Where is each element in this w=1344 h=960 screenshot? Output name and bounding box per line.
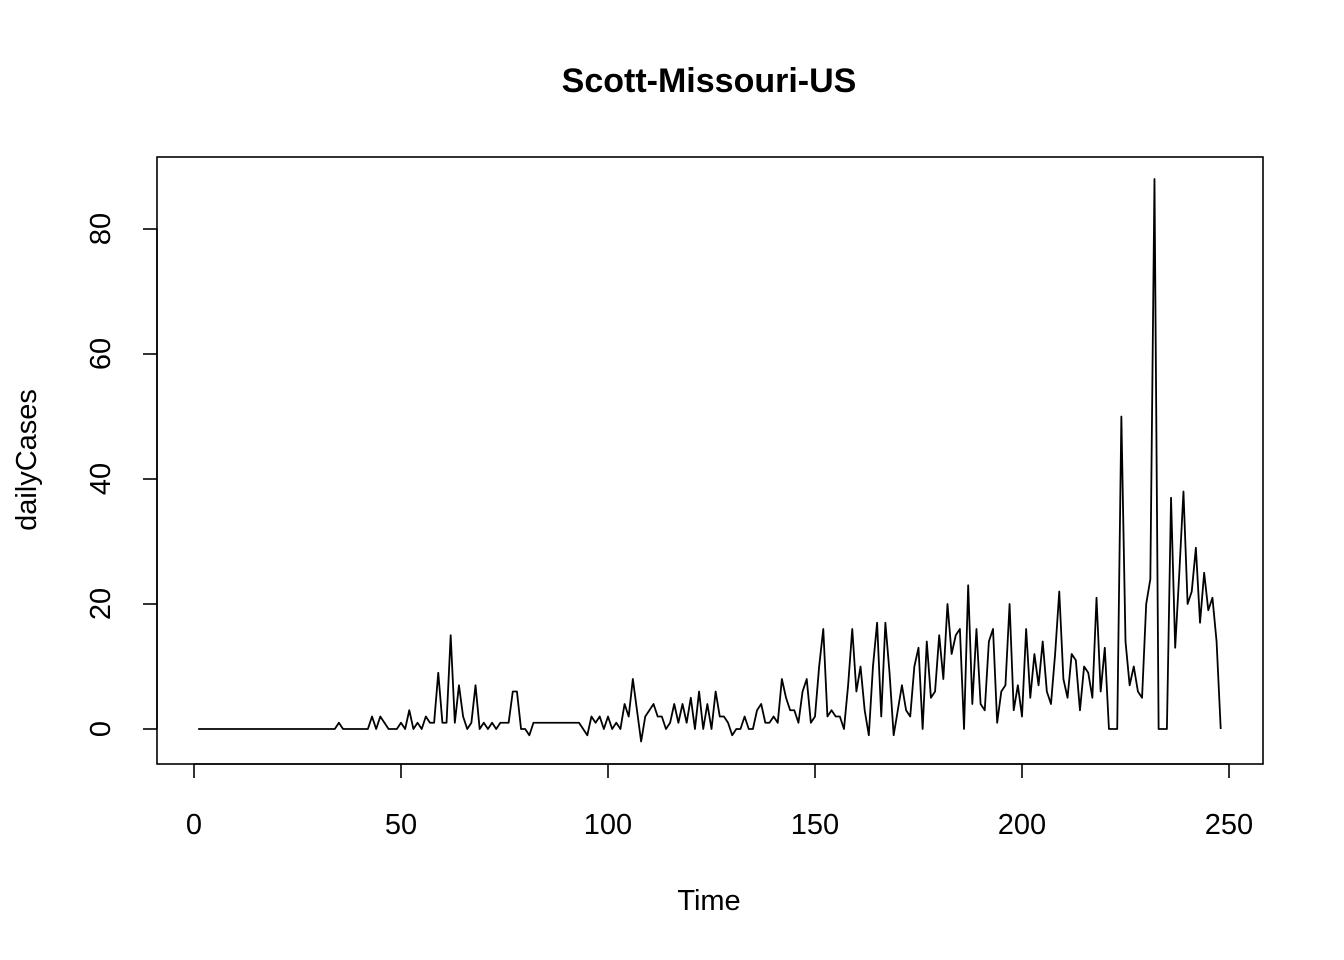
y-tick-label: 20 xyxy=(85,588,117,620)
x-tick-label: 50 xyxy=(385,809,417,841)
chart-title: Scott-Missouri-US xyxy=(562,62,857,100)
plot-frame xyxy=(156,156,1264,765)
x-axis-label: Time xyxy=(677,885,740,917)
y-tick-label: 80 xyxy=(85,213,117,245)
x-tick-label: 200 xyxy=(998,809,1046,841)
x-tick-label: 150 xyxy=(791,809,839,841)
y-tick-label: 60 xyxy=(85,338,117,370)
x-tick-label: 250 xyxy=(1205,809,1253,841)
y-tick-label: 0 xyxy=(85,721,117,737)
x-tick-label: 100 xyxy=(584,809,632,841)
series-line-dailycases xyxy=(198,178,1222,743)
x-tick-label: 0 xyxy=(186,809,202,841)
y-axis-label: dailyCases xyxy=(11,389,43,531)
y-tick-label: 40 xyxy=(85,463,117,495)
x-axis: 0 50 100 150 200 250 xyxy=(186,763,1253,841)
y-axis: 0 20 40 60 80 xyxy=(85,213,158,737)
